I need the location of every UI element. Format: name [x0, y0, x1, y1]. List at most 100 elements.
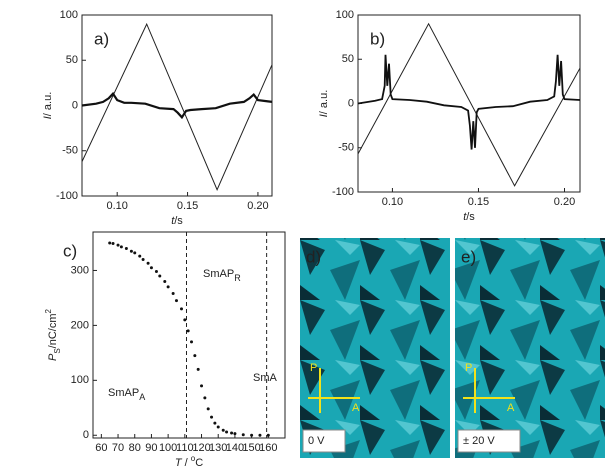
x-tick-label: 0.20 [247, 200, 268, 212]
label-part: S [53, 348, 62, 353]
voltage-label: ± 20 V [463, 435, 495, 447]
region-label: SmA [253, 372, 278, 384]
point [179, 307, 183, 311]
label-part: /nC/cm [47, 313, 59, 348]
label-part: o [191, 454, 196, 463]
axis-label: I/ a.u. [42, 92, 54, 120]
label-part: /s [466, 211, 475, 223]
micrograph [300, 238, 450, 458]
region-name: SmA [253, 372, 278, 384]
image-label: d) [306, 247, 321, 266]
point [166, 285, 170, 289]
panel-label: a) [94, 29, 109, 48]
label-part: / a.u. [318, 90, 330, 114]
x-tick-label: 90 [145, 442, 157, 454]
point [154, 270, 158, 274]
point [266, 433, 270, 437]
x-tick-label: 160 [259, 442, 277, 454]
x-tick-label: 150 [242, 442, 260, 454]
series-line [357, 22, 581, 187]
y-tick-label: 200 [71, 319, 89, 331]
axis-label: t/s [463, 211, 475, 223]
point [258, 433, 262, 437]
point [210, 415, 214, 419]
point [225, 430, 229, 434]
point [250, 433, 254, 437]
x-tick-label: 100 [159, 442, 177, 454]
x-tick-label: 110 [176, 442, 194, 454]
point [111, 242, 115, 246]
series-line [81, 22, 273, 191]
label-part: t [171, 215, 175, 227]
point [149, 266, 153, 270]
point [183, 318, 187, 322]
point [141, 257, 145, 261]
axis-label: PS/nC/cm2 [44, 308, 62, 361]
y-tick-label: 100 [336, 9, 354, 21]
point [241, 433, 245, 437]
voltage-label: 0 V [308, 435, 325, 447]
x-tick-label: 0.20 [554, 196, 575, 208]
y-tick-label: 300 [71, 264, 89, 276]
point [196, 367, 200, 371]
x-tick-label: 70 [112, 442, 124, 454]
panel-label: b) [370, 29, 385, 48]
voltage-box [302, 429, 346, 453]
axis-label: I/ a.u. [318, 90, 330, 118]
analyzer-label: A [352, 402, 360, 414]
x-tick-label: 0.10 [106, 200, 127, 212]
axis-label: t/s [171, 215, 183, 227]
y-tick-label: 50 [342, 53, 354, 65]
x-tick-label: 80 [129, 442, 141, 454]
point [133, 251, 137, 255]
label-part: I [318, 114, 330, 117]
y-tick-label: 100 [60, 9, 78, 21]
point [119, 245, 123, 249]
label-part: T [175, 457, 183, 469]
polarizer-label: P [310, 362, 317, 374]
axis-label: T / oC [175, 454, 203, 469]
region-sub: R [234, 273, 241, 283]
x-tick-label: 120 [192, 442, 210, 454]
series-line [81, 91, 273, 120]
plot-frame [357, 14, 581, 193]
label-part: t [463, 211, 467, 223]
image-label: e) [461, 247, 476, 266]
point [186, 329, 190, 333]
point [146, 261, 150, 265]
label-part: /s [174, 215, 183, 227]
point [216, 425, 220, 429]
region-sub: A [139, 392, 145, 402]
y-tick-label: -50 [62, 145, 78, 157]
y-tick-label: -100 [56, 190, 78, 202]
point [221, 428, 225, 432]
point [158, 274, 162, 278]
series-line [357, 54, 581, 150]
region-label: SmAPA [108, 387, 145, 402]
point [213, 421, 217, 425]
panel-label: c) [63, 241, 77, 260]
label-part: C [195, 457, 203, 469]
point [138, 254, 142, 258]
x-tick-label: 140 [226, 442, 244, 454]
label-part: / [182, 457, 191, 469]
plot-frame [81, 14, 273, 197]
voltage-box [457, 429, 521, 453]
point [124, 246, 128, 250]
y-tick-label: 0 [83, 429, 89, 441]
polarizer-label: P [465, 362, 472, 374]
point [116, 243, 120, 247]
y-tick-label: 100 [71, 374, 89, 386]
y-tick-label: 0 [348, 97, 354, 109]
analyzer-label: A [507, 402, 515, 414]
x-tick-label: 0.10 [382, 196, 403, 208]
point [174, 299, 178, 303]
y-tick-label: -50 [338, 142, 354, 154]
x-tick-label: 0.15 [468, 196, 489, 208]
x-tick-label: 0.15 [177, 200, 198, 212]
point [163, 279, 167, 283]
point [230, 431, 234, 435]
label-part: P [47, 353, 59, 361]
point [171, 292, 175, 296]
